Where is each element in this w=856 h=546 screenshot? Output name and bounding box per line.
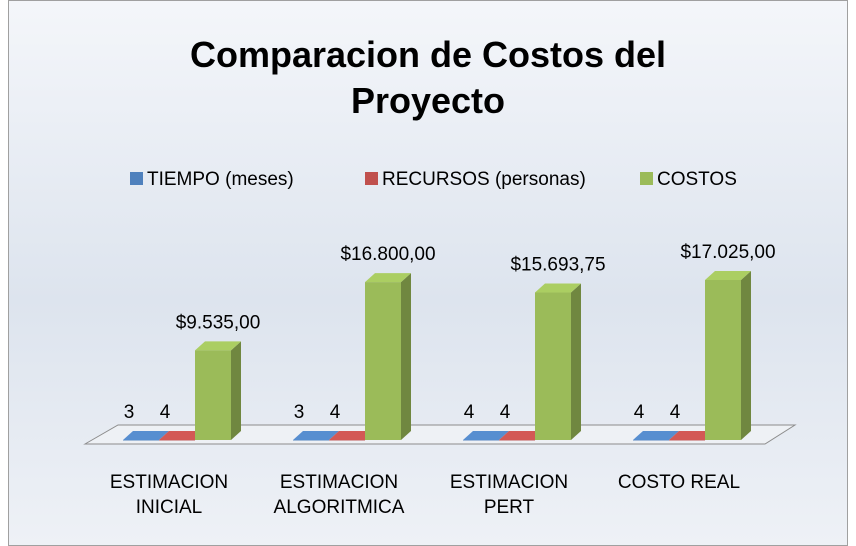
x-tick-label: ESTIMACION PERT (449, 472, 569, 518)
value-label: $17.025,00 (680, 242, 775, 263)
legend-swatch (130, 172, 143, 185)
bar-top (499, 430, 545, 440)
bar-front (705, 280, 741, 440)
bar (705, 271, 751, 440)
value-label: 4 (160, 402, 171, 423)
bar-front (463, 439, 499, 441)
bar-top (705, 271, 751, 280)
bar-front (195, 350, 231, 440)
bar-top (123, 430, 169, 440)
bar-front (669, 439, 705, 441)
bar-front (293, 439, 329, 441)
value-label: 3 (124, 402, 135, 423)
bar-front (499, 439, 535, 441)
value-label: 4 (500, 402, 511, 423)
bar-front (535, 292, 571, 440)
bar-top (293, 430, 339, 440)
floor (83, 424, 797, 445)
value-label: 4 (634, 402, 645, 423)
bar-front (123, 439, 159, 441)
bar-side (571, 283, 581, 440)
legend-swatch (640, 172, 653, 185)
bar-front (159, 439, 195, 441)
bar-side (401, 273, 411, 440)
legend-label: RECURSOS (personas) (382, 169, 586, 190)
bar-top (535, 283, 581, 293)
bar-side (741, 271, 751, 440)
bar-front (365, 282, 401, 440)
bar (195, 341, 241, 440)
value-label: $9.535,00 (176, 312, 261, 333)
chart-title: Comparacion de Costos del Proyecto (189, 34, 667, 121)
bar-top (195, 341, 241, 351)
legend-label: COSTOS (657, 169, 737, 190)
legend-swatch (365, 172, 378, 185)
bar-top (669, 430, 715, 440)
bar-front (329, 439, 365, 441)
bar-top (463, 430, 509, 440)
x-tick-label: ESTIMACION INICIAL (109, 472, 229, 518)
value-label: 4 (330, 402, 341, 423)
value-label: 4 (670, 402, 681, 423)
bar-front (633, 439, 669, 441)
value-label: 3 (294, 402, 305, 423)
value-label: 4 (464, 402, 475, 423)
bar-top (365, 273, 411, 283)
bar-side (231, 341, 241, 440)
bar-top (329, 430, 375, 440)
x-tick-label: ESTIMACION ALGORITMICA (273, 472, 405, 518)
bar-top (633, 430, 679, 440)
bar (365, 273, 411, 440)
bar-top (159, 430, 205, 440)
value-label: $15.693,75 (510, 255, 605, 276)
chart-frame (8, 0, 848, 546)
legend-label: TIEMPO (meses) (147, 169, 294, 190)
value-label: $16.800,00 (340, 244, 435, 265)
x-tick-label: COSTO REAL (617, 472, 741, 493)
bar (535, 283, 581, 440)
